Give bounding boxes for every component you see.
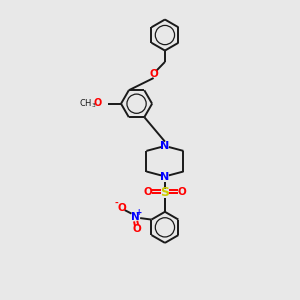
Text: O: O (178, 187, 187, 197)
Text: S: S (160, 186, 169, 199)
Text: O: O (93, 98, 101, 108)
Text: O: O (132, 224, 141, 234)
Text: O: O (143, 187, 152, 197)
Text: N: N (160, 140, 170, 151)
Text: O: O (117, 202, 126, 213)
Text: O: O (149, 70, 158, 80)
Text: CH$_3$: CH$_3$ (80, 98, 97, 110)
Text: -: - (115, 199, 119, 208)
Text: +: + (136, 208, 142, 217)
Text: N: N (160, 172, 170, 182)
Text: N: N (131, 212, 140, 222)
